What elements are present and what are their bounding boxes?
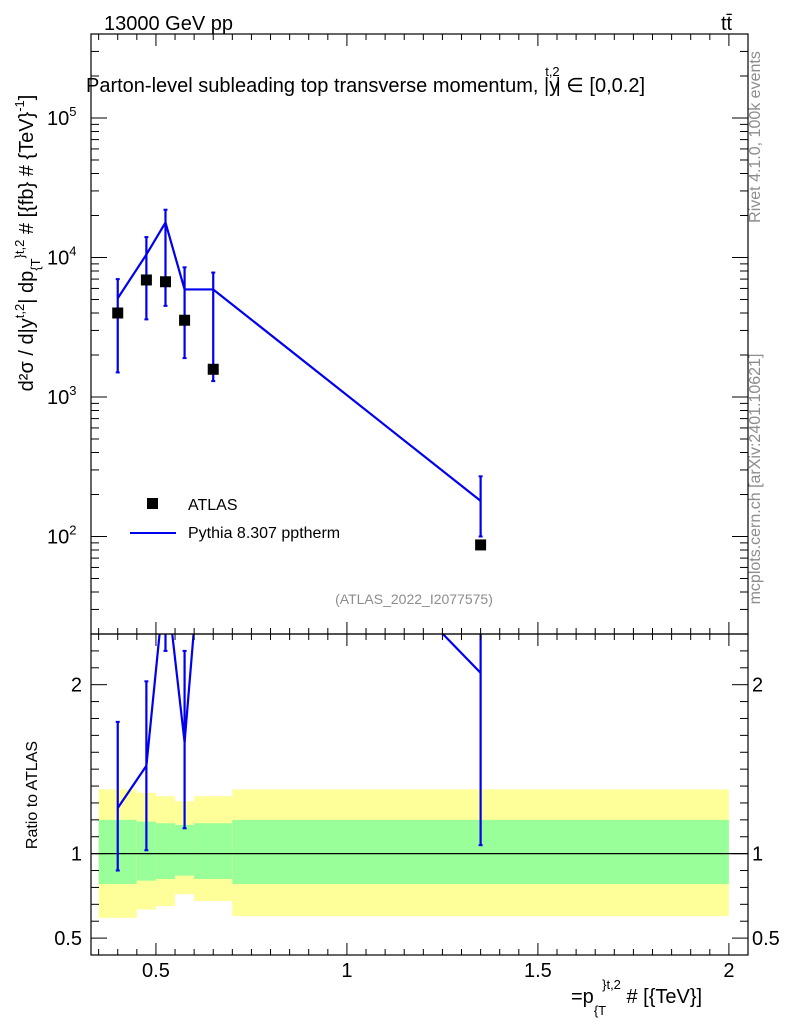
legend-data-marker [147,498,158,509]
mcplots-label: mcplots.cern.ch [arXiv:2401.10621] [747,354,764,605]
atlas-data-point [112,307,124,319]
ratio-marks [115,634,483,872]
atlas-data-point [207,363,219,375]
main-marks [112,208,487,551]
main-y-tick-label: 103 [47,383,76,409]
ratio-y-tick-label: 1 [71,844,82,866]
analysis-id: (ATLAS_2022_I2077575) [335,591,493,607]
energy-label: 13000 GeV pp [104,13,233,35]
tick-exponent: 2 [69,522,76,537]
ratio-y-tick-label: 2 [71,675,82,697]
xlabel-sub: {T [594,1003,606,1018]
ylabel-main: d²σ / d|y [16,318,38,391]
tick-exponent: 5 [69,104,76,119]
xlabel: =p{T }t,2 # [{TeV}] [571,977,702,1018]
tick-exponent: 4 [69,243,76,258]
mc-series-line [116,219,482,502]
ylabel-sub: {T [28,258,43,270]
legend-data-label: ATLAS [188,497,238,514]
xlabel-sup: }t,2 [602,977,621,992]
ratio-y-tick-label-right: 1 [752,844,763,866]
ratio-mc-line [116,634,482,809]
ratio-y-tick-label-right: 2 [752,675,763,697]
title-end: | ∈ [0,0.2] [556,75,645,97]
title-main: Parton-level subleading top transverse m… [86,75,549,97]
ylabel-tail: # [{fb} # {TeV} [16,111,38,239]
main-frame [90,33,749,635]
x-tick-label: 1.5 [524,960,552,982]
ratio-frame [90,633,749,956]
ratio-y-tick-label: 0.5 [54,928,82,950]
atlas-data-point [140,274,152,286]
tick-base: 10 [47,247,69,269]
main-y-tick-label: 102 [47,522,76,548]
ylabel-sup2: }t,2 [12,240,27,259]
atlas-data-point [159,276,171,288]
main-y-tick-label: 105 [47,104,76,130]
atlas-data-point [475,539,487,551]
ratio-ylabel: Ratio to ATLAS [24,741,41,849]
title-sup: t,2 [545,64,559,79]
rivet-label: Rivet 4.1.0, 100k events [747,51,764,223]
main-ylabel: d²σ / d|yt,2| dp{T}t,2 # [{fb} # {TeV}-1… [12,95,43,392]
x-tick-label: 1 [341,960,352,982]
ylabel-mid: | dp [16,271,38,304]
title-y: y [549,75,559,97]
x-tick-label: 0.5 [142,960,170,982]
x-tick-label: 2 [723,960,734,982]
ylabel-sup3: -1 [12,100,27,112]
xlabel-post: # [{TeV}] [621,986,702,1008]
plot-frames [90,33,749,956]
tick-base: 10 [47,526,69,548]
ylabel-close: ] [16,95,38,101]
green-band-bin [194,823,233,879]
plot-title: Parton-level subleading top transverse m… [86,64,645,97]
legend-mc-label: Pythia 8.307 pptherm [188,525,340,542]
green-band-bin [155,823,176,879]
ratio-y-tick-label-right: 0.5 [752,928,780,950]
xlabel-pre: =p [571,986,594,1008]
tick-exponent: 3 [69,383,76,398]
tick-base: 10 [47,108,69,130]
main-y-tick-label: 104 [47,243,76,269]
tick-base: 10 [47,387,69,409]
green-band-bin [175,824,195,876]
atlas-data-point [179,314,191,326]
process-label: tt̄ [721,13,733,35]
axes-ticks [91,33,748,955]
ylabel-sup1: t,2 [12,304,27,318]
